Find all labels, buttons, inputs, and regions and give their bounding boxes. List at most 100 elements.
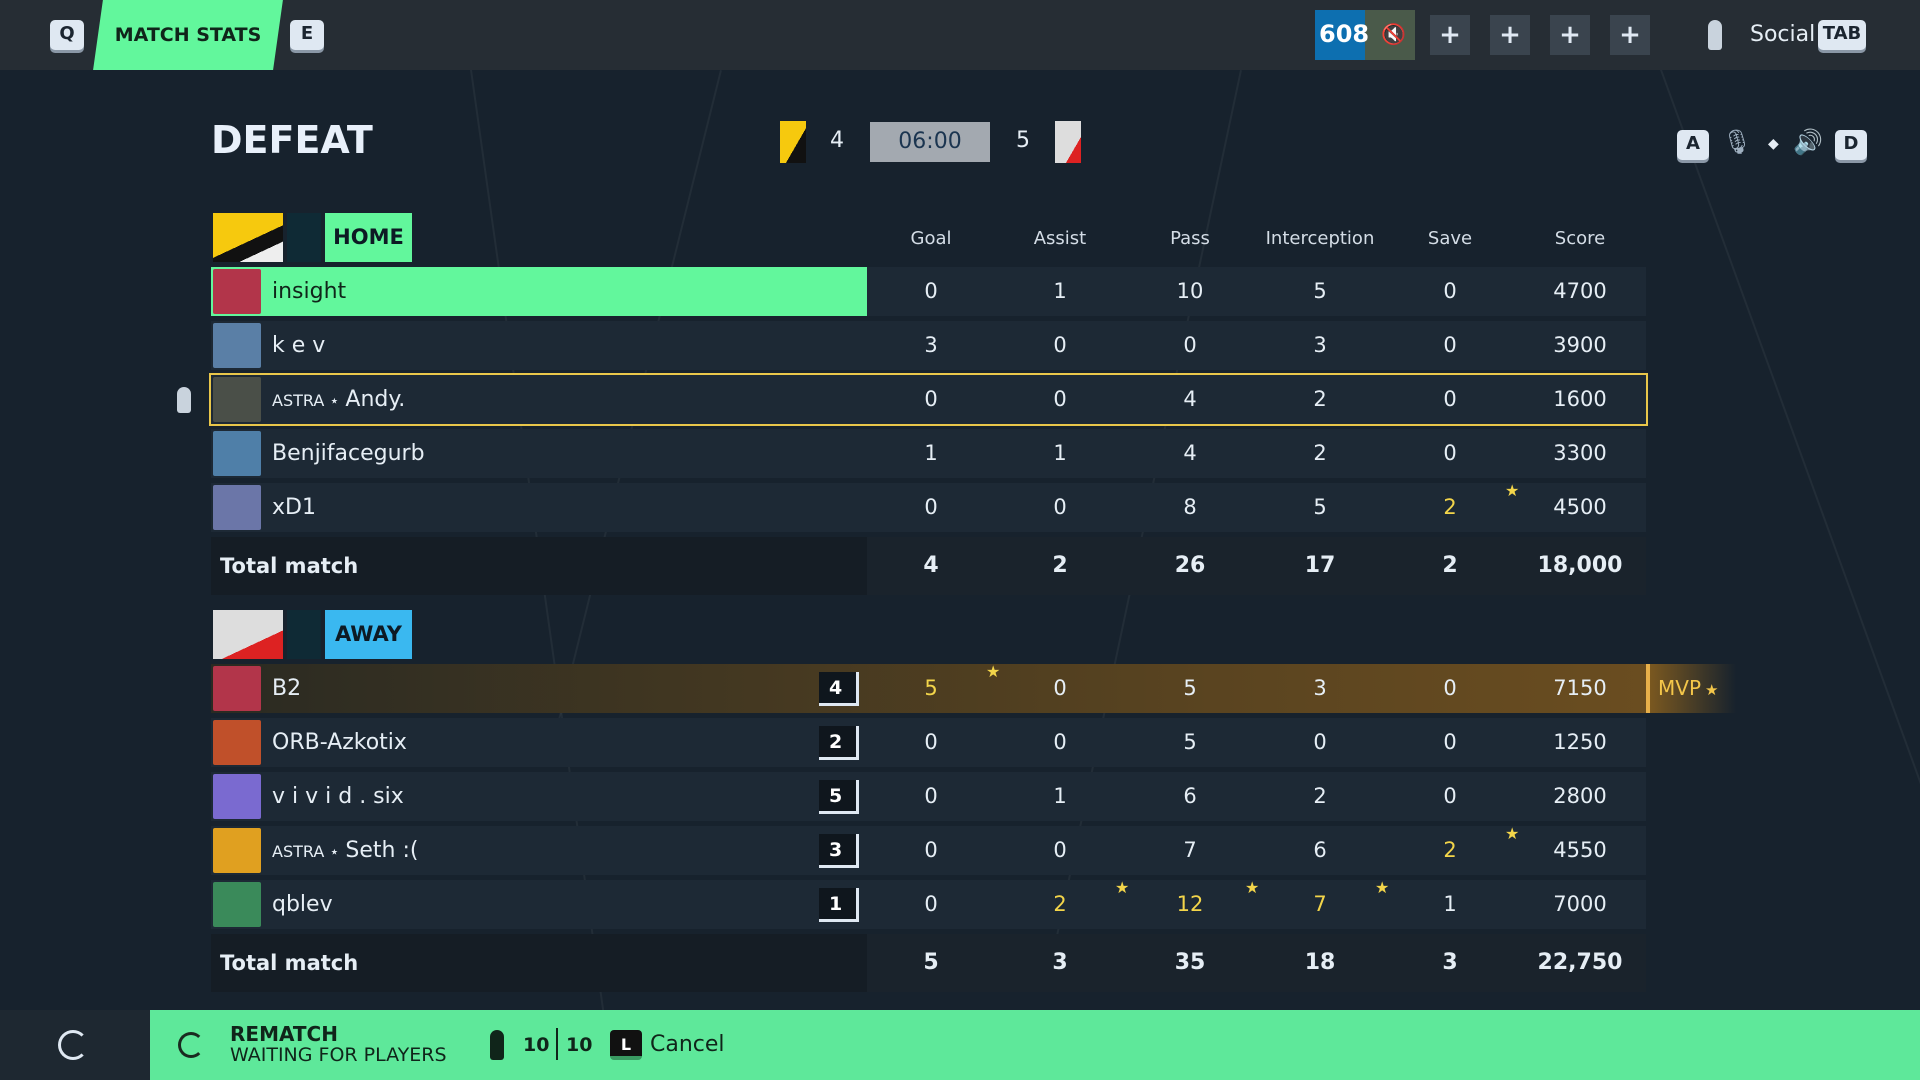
- stat-interception: 5: [1313, 279, 1327, 303]
- stat-pass: 4: [1183, 441, 1197, 465]
- stat-save: 0: [1443, 441, 1457, 465]
- prev-tab-key[interactable]: Q: [50, 20, 84, 50]
- player-row[interactable]: xD1 0 0 8 5 2 ★ 4500: [211, 481, 1646, 532]
- party-slot-3[interactable]: +: [1550, 15, 1590, 55]
- social-icon: [1708, 20, 1722, 50]
- player-rank: 3: [819, 834, 859, 868]
- party-slot-1[interactable]: +: [1430, 15, 1470, 55]
- social-key[interactable]: TAB: [1818, 20, 1866, 50]
- stat-score: 4500: [1553, 495, 1607, 519]
- player-name: B2: [272, 664, 301, 713]
- player-name-text: v i v i d . six: [272, 784, 404, 809]
- stat-interception: 2: [1313, 387, 1327, 411]
- column-header: Save: [1427, 228, 1473, 249]
- stat-score: 1250: [1553, 730, 1607, 754]
- away-score: 5: [1016, 128, 1030, 153]
- player-name: ORB-Azkotix: [272, 718, 407, 767]
- cancel-key[interactable]: L: [610, 1030, 642, 1060]
- rematch-panel: REMATCH WAITING FOR PLAYERS 10 10 L Canc…: [150, 1010, 1920, 1080]
- stat-save: 2: [1443, 495, 1457, 519]
- player-row[interactable]: k e v 3 0 0 3 0 3900: [211, 321, 1646, 370]
- stat-interception: 6: [1313, 838, 1327, 862]
- player-row[interactable]: ASTRA ⋆ Andy. 0 0 4 2 0 1600: [177, 373, 1648, 426]
- stat-pass: 0: [1183, 333, 1197, 357]
- stat-pass: 8: [1183, 495, 1197, 519]
- tab-match-stats[interactable]: MATCH STATS: [114, 24, 262, 46]
- best-star-icon: ★: [1505, 824, 1520, 843]
- next-tab-key[interactable]: E: [290, 20, 324, 50]
- level-badge[interactable]: 608 🔇: [1315, 10, 1415, 60]
- party-slot-4[interactable]: +: [1610, 15, 1650, 55]
- player-name-text: ORB-Azkotix: [272, 730, 407, 755]
- mic-muted-icon[interactable]: 🎙: [1722, 128, 1753, 156]
- player-avatar: [213, 882, 261, 927]
- total-interception: 17: [1304, 553, 1336, 578]
- player-name-cell: Benjifacegurb: [211, 429, 867, 478]
- home-team-emblem-icon: [287, 213, 321, 262]
- level-value: 608: [1319, 20, 1370, 48]
- stat-goal: 0: [924, 495, 938, 519]
- player-avatar: [213, 828, 261, 873]
- speaker-icon[interactable]: 🔊: [1793, 128, 1823, 156]
- player-name: k e v: [272, 321, 325, 370]
- stat-assist: 0: [1053, 676, 1067, 700]
- player-name-text: xD1: [272, 495, 316, 520]
- separator-dot: ◆: [1768, 136, 1779, 152]
- player-row[interactable]: qblev 1 0 2 ★ 12 ★ 7 ★ 1 7000: [211, 878, 1646, 929]
- player-name: Benjifacegurb: [272, 429, 425, 478]
- total-save: 2: [1442, 553, 1458, 578]
- player-row[interactable]: Benjifacegurb 1 1 4 2 0 3300: [211, 429, 1646, 478]
- stat-goal: 0: [924, 784, 938, 808]
- stat-interception: 2: [1313, 784, 1327, 808]
- column-header: Interception: [1265, 228, 1375, 249]
- stat-goal: 0: [924, 892, 938, 916]
- player-name: xD1: [272, 483, 316, 532]
- home-team-label: HOME: [325, 213, 412, 262]
- key-d[interactable]: D: [1835, 130, 1867, 160]
- mvp-label: MVP: [1658, 676, 1701, 700]
- stat-pass: 5: [1183, 676, 1197, 700]
- player-name-text: B2: [272, 676, 302, 701]
- total-count: 10: [566, 1034, 593, 1056]
- key-a[interactable]: A: [1677, 130, 1709, 160]
- player-name: insight: [272, 267, 346, 316]
- column-header: Pass: [1170, 228, 1210, 249]
- player-name-text: k e v: [272, 333, 326, 358]
- stat-save: 0: [1443, 784, 1457, 808]
- player-row[interactable]: ASTRA ⋆ Seth :(3 0 0 7 6 2 ★ 4550: [211, 824, 1646, 875]
- party-member-icon: [177, 387, 191, 413]
- stat-score: 7150: [1553, 676, 1607, 700]
- home-score: 4: [830, 128, 844, 153]
- player-name-text: Benjifacegurb: [272, 441, 425, 466]
- stat-score: 7000: [1553, 892, 1607, 916]
- social-label[interactable]: Social: [1750, 22, 1816, 47]
- player-row[interactable]: v i v i d . six 5 0 1 6 2 0 2800: [211, 772, 1646, 821]
- player-name-cell: insight: [211, 267, 867, 316]
- player-avatar: [213, 431, 261, 476]
- stat-interception: 7: [1313, 892, 1327, 916]
- total-label-cell: [211, 537, 867, 595]
- player-row[interactable]: ORB-Azkotix 2 0 0 5 0 0 1250: [211, 718, 1646, 767]
- stat-assist: 0: [1053, 387, 1067, 411]
- total-pass: 26: [1174, 553, 1206, 578]
- cancel-button[interactable]: Cancel: [650, 1032, 725, 1057]
- column-header: Goal: [910, 228, 952, 249]
- player-row[interactable]: B2 4 5 ★ 0 5 3 0 7150 MVP ★: [211, 662, 1736, 713]
- stat-save: 0: [1443, 676, 1457, 700]
- stat-save: 0: [1443, 333, 1457, 357]
- player-name: ASTRA ⋆ Andy.: [272, 375, 405, 425]
- player-name-text: Seth :(: [345, 838, 419, 863]
- player-row[interactable]: insight 0 1 10 5 0 4700: [211, 267, 1646, 316]
- party-slot-2[interactable]: +: [1490, 15, 1530, 55]
- player-avatar: [213, 485, 261, 530]
- stat-goal: 5: [924, 676, 938, 700]
- total-save: 3: [1442, 950, 1458, 975]
- total-label: Total match: [220, 951, 359, 975]
- player-club-tag: ASTRA ⋆: [272, 842, 340, 861]
- best-star-icon: ★: [1505, 481, 1520, 500]
- best-star-icon: ★: [1115, 878, 1130, 897]
- stat-save: 1: [1443, 892, 1457, 916]
- ready-count: 10: [523, 1034, 550, 1056]
- stat-score: 1600: [1553, 387, 1607, 411]
- stat-assist: 1: [1053, 784, 1067, 808]
